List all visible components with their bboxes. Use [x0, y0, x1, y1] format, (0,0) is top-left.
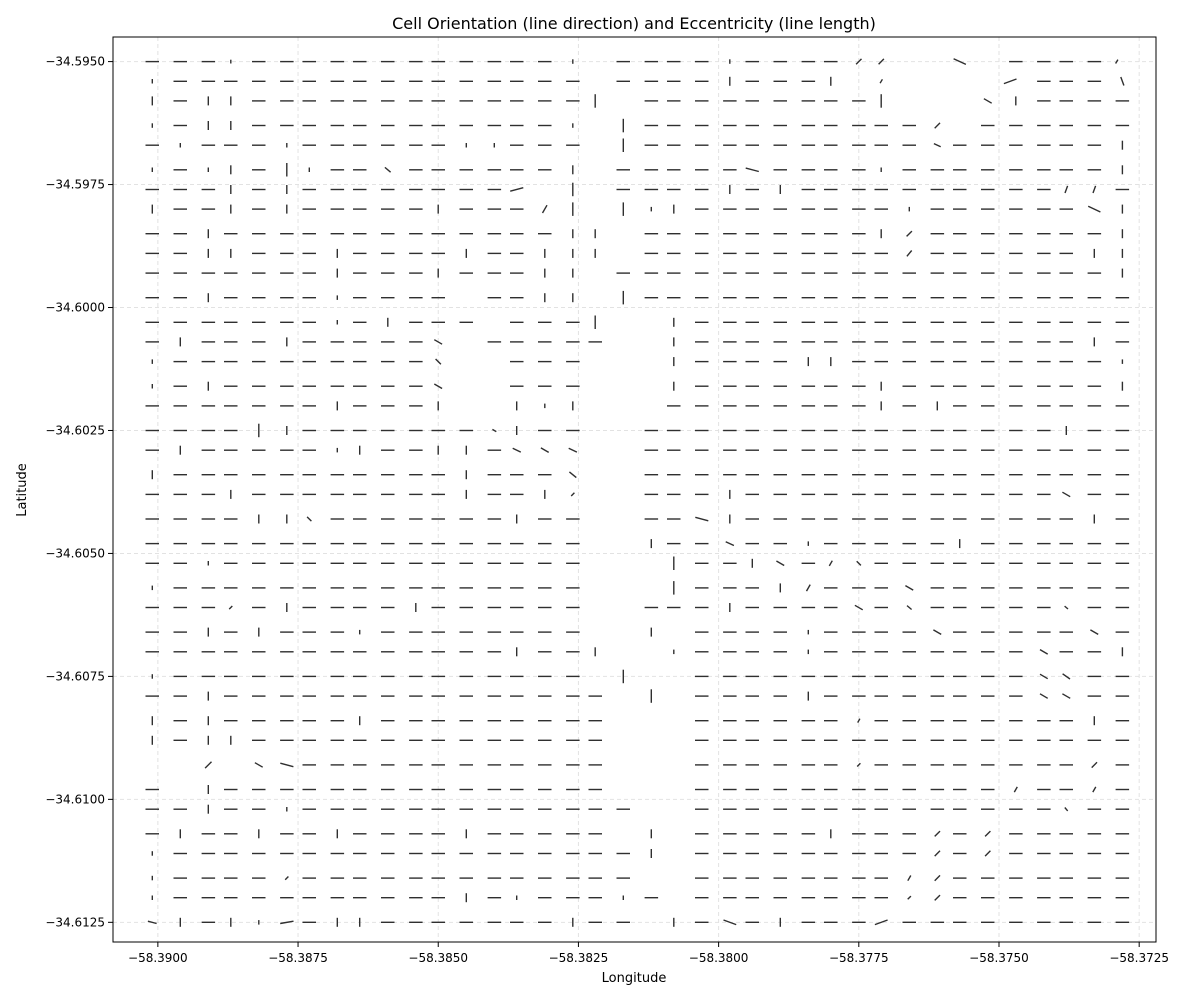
orientation-segment — [1062, 693, 1071, 699]
orientation-segment — [1062, 673, 1071, 680]
orientation-segment — [280, 762, 294, 768]
orientation-segment — [776, 560, 785, 567]
orientation-segment — [857, 718, 861, 723]
y-axis-label: Latitude — [15, 463, 30, 517]
orientation-segment — [906, 250, 913, 257]
segments-layer — [145, 58, 1130, 927]
y-tick-label: −34.6075 — [45, 669, 105, 683]
orientation-segment — [1092, 185, 1097, 194]
x-tick-label: −58.3725 — [1109, 951, 1169, 965]
orientation-segment — [934, 850, 941, 857]
orientation-segment — [1039, 673, 1049, 680]
x-tick-label: −58.3900 — [128, 951, 188, 965]
orientation-segment — [856, 762, 861, 767]
orientation-segment — [1114, 59, 1119, 64]
orientation-segment — [1064, 185, 1069, 194]
orientation-segment — [1092, 786, 1097, 793]
orientation-segment — [907, 875, 912, 882]
orientation-segment — [1062, 491, 1071, 498]
orientation-segment — [854, 604, 864, 611]
x-tick-label: −58.3825 — [549, 951, 609, 965]
orientation-segment — [540, 447, 550, 454]
orientation-segment — [906, 230, 913, 237]
y-tick-label: −34.6050 — [45, 546, 105, 560]
orientation-segment — [905, 584, 914, 591]
orientation-segment — [907, 895, 912, 900]
x-tick-label: −58.3875 — [268, 951, 328, 965]
y-tick-label: −34.6025 — [45, 423, 105, 437]
x-tick-label: −58.3800 — [689, 951, 749, 965]
orientation-segment — [879, 78, 884, 84]
orientation-segment — [745, 167, 759, 173]
y-tick-label: −34.6000 — [45, 301, 105, 315]
orientation-segment — [1064, 807, 1069, 812]
orientation-segment — [1003, 78, 1017, 85]
y-tick-label: −34.5950 — [45, 55, 105, 69]
orientation-segment — [1039, 693, 1049, 699]
orientation-segment — [384, 166, 392, 173]
orientation-segment — [1013, 786, 1018, 793]
orientation-segment — [1087, 205, 1101, 213]
orientation-segment — [435, 358, 442, 365]
orientation-segment — [204, 761, 212, 769]
orientation-segment — [306, 516, 312, 522]
orientation-segment — [433, 339, 443, 345]
y-tick-label: −34.6125 — [45, 915, 105, 929]
orientation-segment — [1120, 76, 1125, 86]
orientation-segment — [1064, 605, 1069, 610]
orientation-segment — [934, 894, 941, 901]
x-axis: −58.3900 −58.3875 −58.3850 −58.3825 −58.3800… — [128, 942, 1169, 965]
orientation-segment — [280, 920, 294, 925]
orientation-segment — [284, 876, 289, 881]
orientation-segment — [568, 447, 578, 453]
orientation-segment — [433, 383, 443, 390]
x-tick-label: −58.3850 — [408, 951, 468, 965]
orientation-segment — [984, 850, 991, 857]
orientation-segment — [1039, 648, 1049, 655]
orientation-segment — [878, 58, 885, 65]
orientation-segment — [1090, 629, 1099, 636]
orientation-segment — [906, 605, 913, 611]
x-axis-label: Longitude — [602, 971, 667, 986]
chart-title: Cell Orientation (line direction) and Ec… — [392, 14, 876, 33]
orientation-segment — [856, 560, 862, 566]
orientation-segment — [695, 516, 709, 522]
x-tick-label: −58.3775 — [829, 951, 889, 965]
orientation-segment — [934, 830, 941, 837]
y-axis: −34.5950 −34.5975 −34.6000 −34.6025 −34.6050… — [45, 55, 113, 929]
orientation-segment — [983, 98, 993, 104]
orientation-segment — [510, 187, 524, 192]
plot-frame — [112, 36, 1157, 943]
orientation-segment — [934, 874, 941, 882]
orientation-segment — [934, 122, 941, 129]
orientation-segment — [570, 492, 575, 497]
orientation-segment — [953, 58, 967, 66]
orientation-segment — [492, 428, 497, 433]
orientation-segment — [568, 471, 577, 479]
y-tick-label: −34.5975 — [45, 178, 105, 192]
orientation-segment — [933, 142, 941, 148]
orientation-segment — [874, 919, 888, 926]
orientation-segment — [1091, 761, 1098, 769]
orientation-segment — [725, 541, 735, 547]
orientation-segment — [723, 919, 737, 926]
orientation-segment — [855, 58, 862, 65]
orientation-segment — [805, 584, 811, 592]
orientation-segment — [541, 204, 548, 214]
orientation-segment — [512, 447, 522, 453]
x-tick-label: −58.3750 — [969, 951, 1029, 965]
orientation-segment — [254, 762, 264, 768]
orientation-segment — [828, 560, 833, 567]
orientation-segment — [933, 629, 942, 636]
orientation-segment — [147, 920, 157, 925]
y-tick-label: −34.6100 — [45, 792, 105, 806]
orientation-segment — [984, 830, 991, 837]
orientation-segment — [228, 605, 233, 610]
